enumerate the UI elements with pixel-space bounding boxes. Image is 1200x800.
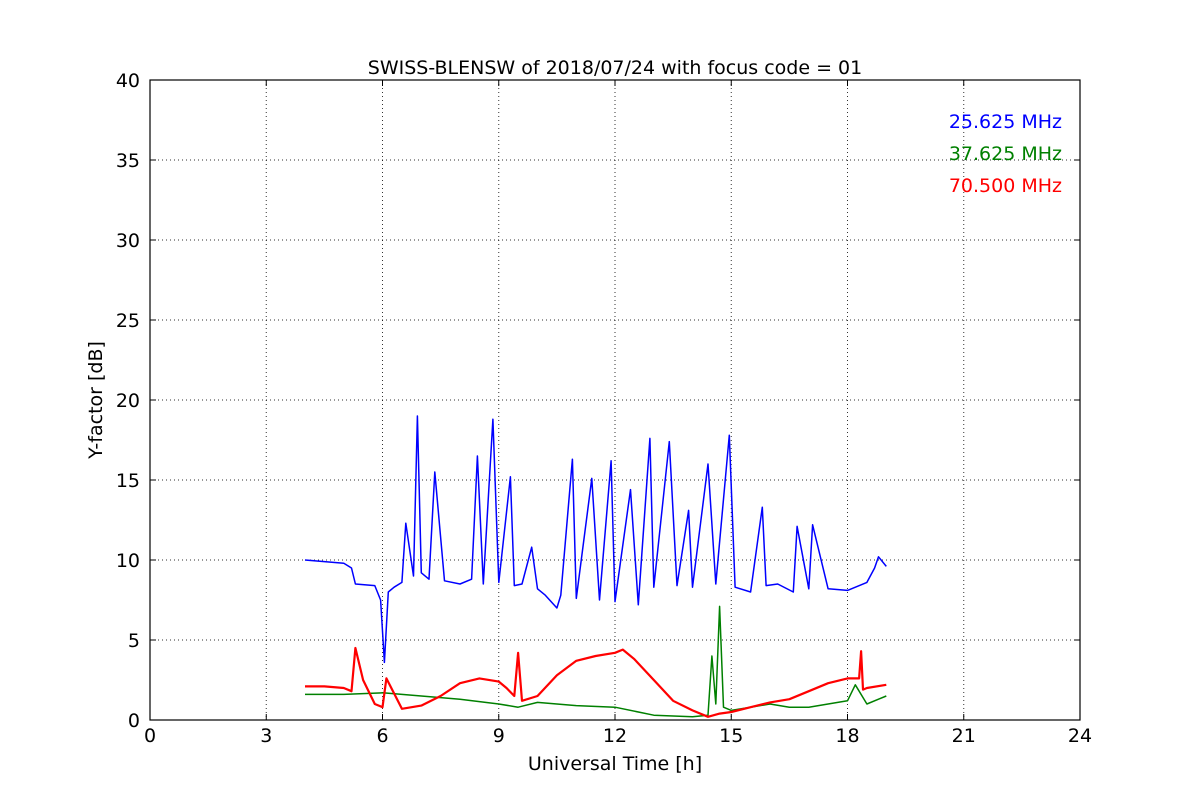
- legend: 25.625 MHz 37.625 MHz 70.500 MHz: [949, 111, 1062, 197]
- y-tick-label: 5: [128, 630, 140, 652]
- series-line-2: [305, 605, 887, 718]
- x-tick-label: 12: [603, 725, 627, 747]
- grid: [150, 80, 1080, 720]
- y-tick-label: 0: [128, 710, 140, 732]
- x-tick-label: 9: [493, 725, 505, 747]
- x-tick-label: 0: [144, 725, 156, 747]
- plot-lines: [304, 415, 887, 718]
- y-tick-label: 10: [116, 550, 140, 572]
- y-tick-label: 20: [116, 390, 140, 412]
- legend-entry-2: 37.625 MHz: [949, 143, 1062, 165]
- y-tick-label: 25: [116, 310, 140, 332]
- x-tick-label: 15: [719, 725, 743, 747]
- y-tick-label: 35: [116, 150, 140, 172]
- legend-entry-3: 70.500 MHz: [949, 175, 1062, 197]
- x-tick-label: 6: [376, 725, 388, 747]
- y-tick-label: 40: [116, 70, 140, 92]
- x-tick-label: 24: [1068, 725, 1092, 747]
- x-axis-label: Universal Time [h]: [528, 753, 702, 775]
- series-line-3: [305, 646, 887, 718]
- chart-title: SWISS-BLENSW of 2018/07/24 with focus co…: [368, 57, 862, 79]
- legend-entry-1: 25.625 MHz: [949, 111, 1062, 133]
- x-tick-label: 18: [835, 725, 859, 747]
- x-tick-label: 21: [952, 725, 976, 747]
- y-axis-label: Y-factor [dB]: [85, 341, 107, 460]
- axis-ticks: 0 3 6 9 12 15 18 21 24 0 5 10 15 20 25 30 35 40: [116, 70, 1092, 747]
- y-tick-label: 30: [116, 230, 140, 252]
- y-tick-label: 15: [116, 470, 140, 492]
- series-line-1: [304, 415, 887, 664]
- x-tick-label: 3: [260, 725, 272, 747]
